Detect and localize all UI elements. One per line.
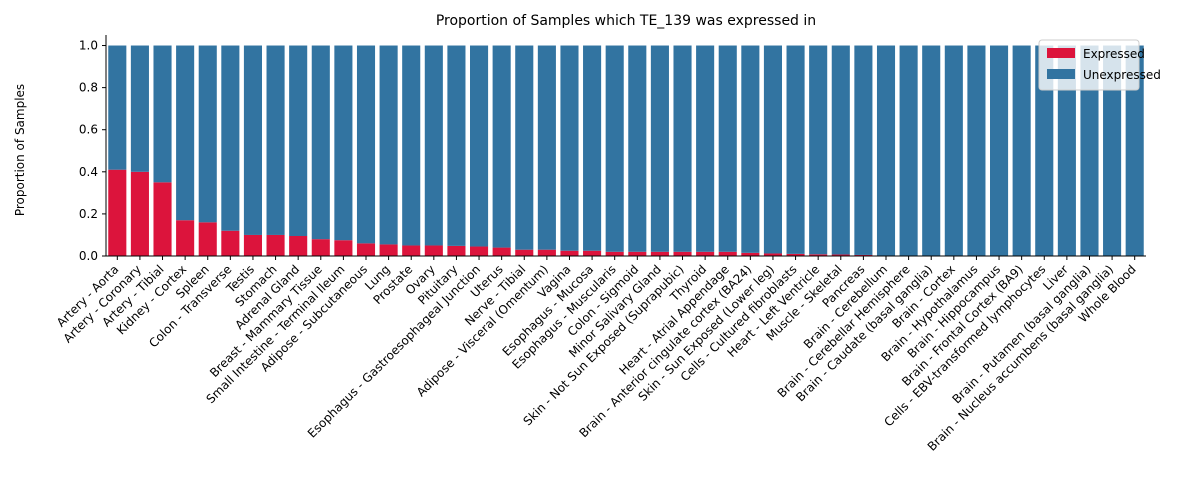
bar-expressed-16 [470, 246, 489, 256]
bar-expressed-15 [447, 245, 466, 256]
bar-unexpressed-18 [515, 45, 534, 250]
bars-group [108, 45, 1144, 256]
bar-unexpressed-3 [176, 45, 195, 221]
bar-expressed-18 [515, 249, 534, 256]
y-tick-label: 0.6 [79, 123, 98, 137]
chart-title: Proportion of Samples which TE_139 was e… [436, 13, 816, 29]
bar-expressed-28 [741, 252, 760, 256]
bar-unexpressed-11 [356, 45, 376, 244]
y-tick-label: 0.4 [79, 165, 98, 179]
bar-unexpressed-37 [944, 45, 963, 256]
bar-unexpressed-26 [696, 45, 715, 252]
legend-label-expressed: Expressed [1083, 47, 1145, 61]
bar-expressed-6 [243, 234, 262, 256]
bar-unexpressed-22 [605, 45, 624, 252]
bar-expressed-21 [583, 250, 602, 256]
bar-unexpressed-39 [990, 45, 1009, 256]
bar-unexpressed-34 [876, 45, 896, 256]
bar-expressed-19 [537, 249, 556, 256]
bar-expressed-32 [831, 254, 850, 256]
bar-unexpressed-44 [1103, 45, 1122, 256]
bar-expressed-13 [402, 245, 421, 256]
bar-expressed-1 [130, 171, 149, 256]
bar-unexpressed-23 [628, 45, 647, 252]
bar-unexpressed-42 [1057, 45, 1076, 256]
bar-unexpressed-6 [243, 45, 262, 235]
bar-unexpressed-41 [1035, 45, 1054, 256]
bar-unexpressed-13 [402, 45, 421, 246]
bar-unexpressed-9 [311, 45, 330, 240]
bar-expressed-2 [153, 182, 172, 256]
bar-unexpressed-12 [379, 45, 398, 245]
bar-unexpressed-28 [741, 45, 760, 253]
bar-expressed-5 [221, 230, 240, 256]
y-axis: 0.0 0.2 0.4 0.6 0.8 1.0 [79, 35, 107, 263]
bar-expressed-14 [424, 245, 443, 256]
bar-expressed-12 [379, 244, 398, 256]
bar-expressed-27 [718, 251, 737, 256]
bar-unexpressed-25 [673, 45, 692, 252]
bar-unexpressed-21 [583, 45, 602, 251]
bar-expressed-10 [334, 240, 353, 256]
y-tick-label: 1.0 [79, 39, 98, 53]
bar-unexpressed-10 [334, 45, 353, 241]
bar-unexpressed-19 [537, 45, 556, 250]
legend-swatch-unexpressed [1047, 69, 1075, 79]
bar-expressed-22 [605, 251, 624, 256]
bar-expressed-31 [809, 254, 828, 256]
bar-unexpressed-8 [289, 45, 308, 236]
bar-unexpressed-35 [899, 45, 918, 256]
bar-unexpressed-45 [1125, 45, 1144, 256]
bar-unexpressed-1 [130, 45, 149, 172]
y-axis-label: Proportion of Samples [13, 84, 27, 216]
bar-expressed-3 [176, 220, 195, 256]
bar-expressed-7 [266, 234, 285, 256]
bar-unexpressed-24 [650, 45, 669, 252]
y-tick-label: 0.0 [79, 249, 98, 263]
legend-swatch-expressed [1047, 48, 1075, 58]
bar-unexpressed-36 [922, 45, 941, 256]
bar-expressed-8 [289, 236, 308, 256]
bar-unexpressed-7 [266, 45, 285, 235]
bar-expressed-24 [650, 251, 669, 256]
bar-unexpressed-4 [198, 45, 217, 223]
legend-label-unexpressed: Unexpressed [1083, 68, 1161, 82]
bar-unexpressed-2 [153, 45, 172, 183]
y-tick-label: 0.2 [79, 207, 98, 221]
bar-unexpressed-40 [1012, 45, 1031, 256]
bar-expressed-26 [696, 251, 715, 256]
bar-expressed-23 [628, 251, 647, 256]
bar-unexpressed-27 [718, 45, 737, 252]
bar-expressed-17 [492, 247, 511, 256]
bar-unexpressed-5 [221, 45, 240, 231]
bar-expressed-25 [673, 251, 692, 256]
bar-unexpressed-0 [108, 45, 127, 170]
bar-unexpressed-32 [831, 45, 850, 255]
bar-unexpressed-38 [967, 45, 986, 256]
bar-unexpressed-43 [1080, 45, 1099, 256]
y-tick-label: 0.8 [79, 81, 98, 95]
bar-unexpressed-14 [424, 45, 443, 246]
bar-unexpressed-30 [786, 45, 805, 254]
bar-expressed-11 [356, 243, 376, 256]
bar-expressed-4 [198, 222, 217, 256]
bar-expressed-29 [763, 253, 782, 256]
bar-expressed-0 [108, 169, 127, 256]
bar-unexpressed-20 [560, 45, 579, 251]
bar-expressed-20 [560, 250, 579, 256]
bar-expressed-9 [311, 239, 330, 256]
bar-unexpressed-15 [447, 45, 466, 246]
bar-unexpressed-31 [809, 45, 828, 255]
legend: Expressed Unexpressed [1038, 39, 1161, 91]
bar-expressed-33 [854, 254, 873, 256]
bar-unexpressed-33 [854, 45, 873, 255]
bar-unexpressed-29 [763, 45, 782, 254]
bar-expressed-30 [786, 253, 805, 256]
bar-unexpressed-16 [470, 45, 489, 247]
bar-unexpressed-17 [492, 45, 511, 248]
